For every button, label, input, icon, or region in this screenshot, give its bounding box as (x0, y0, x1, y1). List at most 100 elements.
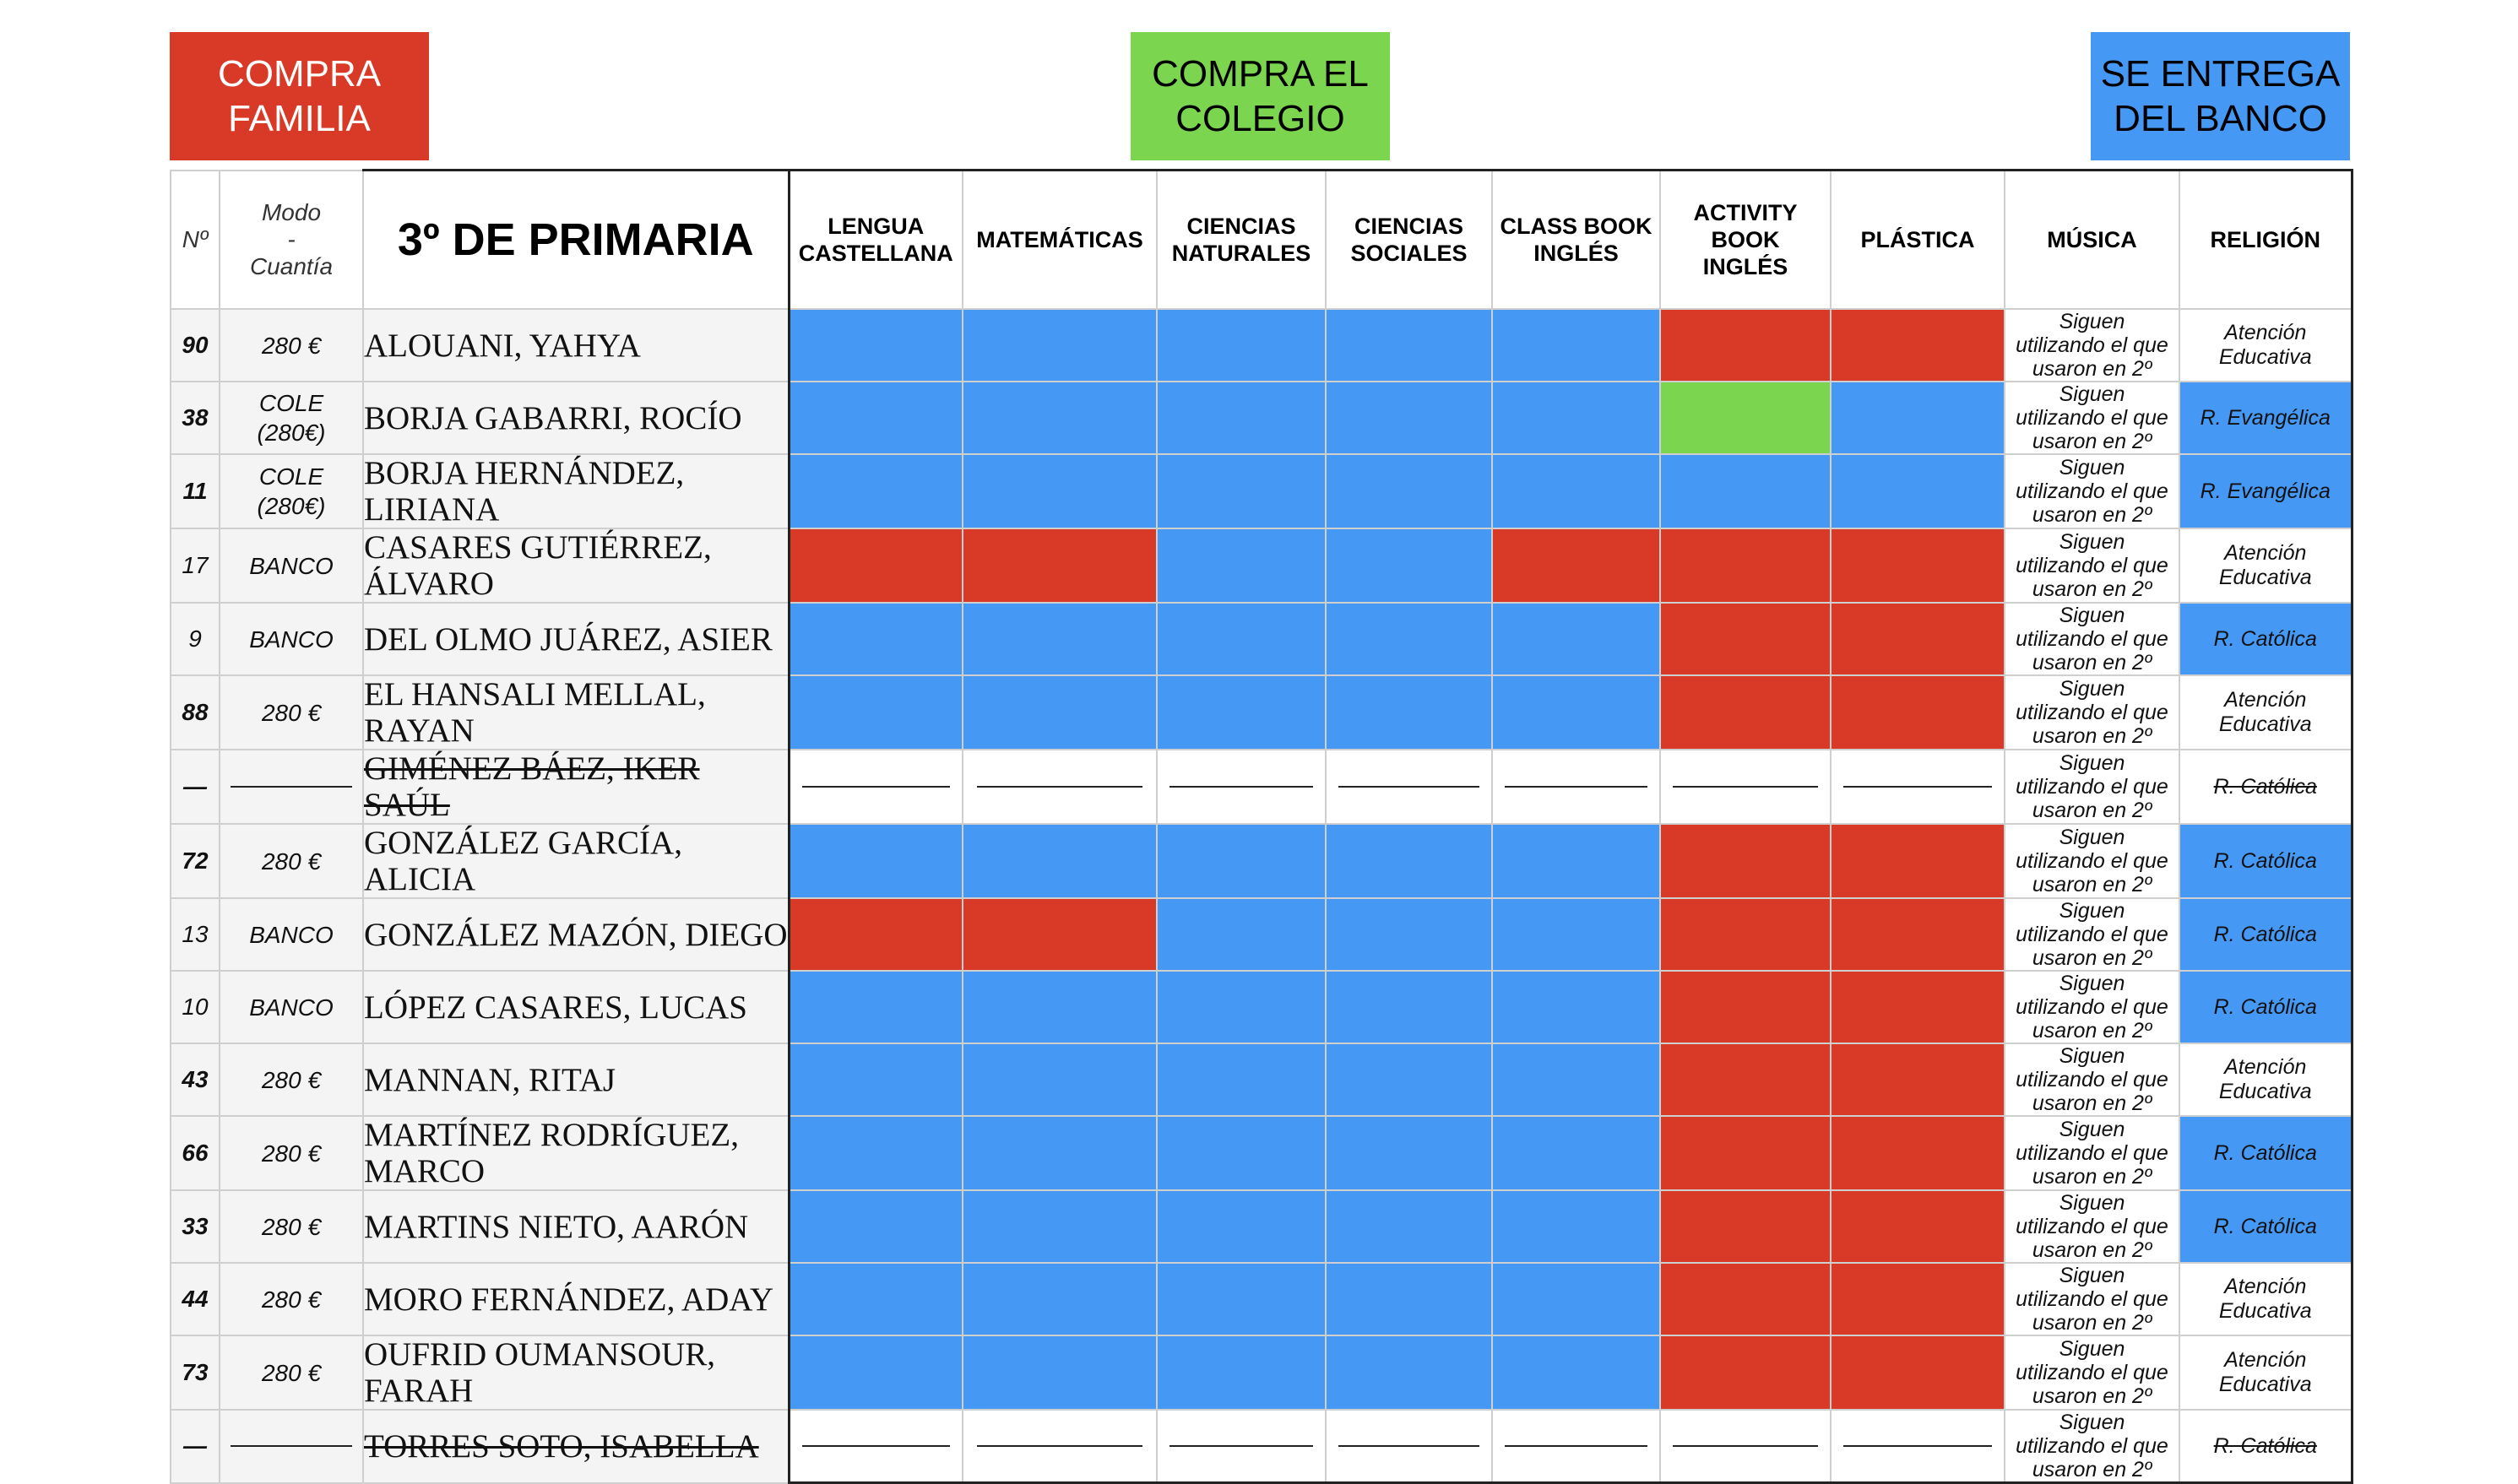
student-name-line2: ALICIA (364, 861, 476, 897)
mode-header-line3: Cuantía (249, 252, 334, 279)
musica-note-line1: Siguen (2059, 310, 2125, 333)
purchase-mode: 280 € (219, 1043, 364, 1117)
musica-note-line3: usaron en 2º (2032, 1238, 2152, 1262)
student-number: — (170, 749, 220, 825)
book-status-ciencias-naturales (1156, 1189, 1327, 1264)
purchase-mode: COLE (280€) (219, 453, 364, 529)
withdrawn-line (1338, 786, 1480, 788)
religion-option: R. Católica (2179, 749, 2353, 825)
purchase-mode-line1: BANCO (249, 552, 334, 579)
religion-option: R. Católica (2179, 602, 2353, 676)
book-status-class-book-ingles (1491, 970, 1661, 1044)
book-status-class-book-ingles (1491, 453, 1661, 529)
withdrawn-line (1843, 786, 1992, 788)
column-header-ciencias-sociales: CIENCIAS SOCIALES (1325, 169, 1493, 310)
column-header-num: Nº (170, 169, 220, 310)
subject-header-line2: BOOK (1711, 227, 1780, 252)
book-status-activity-book-ingles (1659, 1115, 1832, 1191)
student-number: — (170, 1409, 220, 1484)
musica-note: Siguen utilizando el que usaron en 2º (2004, 970, 2180, 1044)
purchase-mode-line2: (280€) (257, 420, 326, 446)
book-status-class-book-ingles (1491, 749, 1661, 825)
book-status-activity-book-ingles (1659, 1409, 1832, 1484)
musica-note-line3: usaron en 2º (2032, 873, 2152, 896)
student-row: 9 BANCO DEL OLMO JUÁREZ, ASIER Siguen utiliz… (170, 602, 2353, 676)
book-status-class-book-ingles (1491, 1043, 1661, 1117)
musica-note-line2: utilizando el que (2016, 1068, 2168, 1091)
student-number: 17 (170, 528, 220, 604)
student-name-line1: GIMÉNEZ BÁEZ, IKER (364, 750, 700, 787)
musica-note-line3: usaron en 2º (2032, 1458, 2152, 1481)
book-status-matematicas (962, 897, 1158, 972)
subject-header-line2: NATURALES (1171, 241, 1311, 266)
student-name-line2: ÁLVARO (364, 566, 494, 602)
book-status-lengua (788, 897, 963, 972)
book-status-activity-book-ingles (1659, 453, 1832, 529)
musica-note: Siguen utilizando el que usaron en 2º (2004, 528, 2180, 604)
musica-note-line2: utilizando el que (2016, 1215, 2168, 1238)
withdrawn-line (801, 1445, 950, 1447)
musica-note-line2: utilizando el que (2016, 1141, 2168, 1165)
book-status-class-book-ingles (1491, 823, 1661, 899)
musica-note: Siguen utilizando el que usaron en 2º (2004, 1409, 2180, 1484)
book-status-lengua (788, 970, 963, 1044)
book-status-plastica (1830, 1335, 2005, 1411)
student-row: 11 COLE (280€) BORJA HERNÁNDEZ, LIRIANA Sigue… (170, 453, 2353, 529)
religion-option: R. Católica (2179, 823, 2353, 899)
musica-note: Siguen utilizando el que usaron en 2º (2004, 897, 2180, 972)
student-number: 9 (170, 602, 220, 676)
withdrawn-line (976, 786, 1143, 788)
purchase-mode: 280 € (219, 308, 364, 382)
purchase-mode: COLE (280€) (219, 381, 364, 455)
book-status-matematicas (962, 1115, 1158, 1191)
book-status-matematicas (962, 1335, 1158, 1411)
student-name-line2: MARCO (364, 1153, 486, 1189)
student-name-line1: MARTÍNEZ RODRÍGUEZ, (364, 1117, 739, 1153)
musica-note-line1: Siguen (2059, 972, 2125, 995)
subject-header-line1: MATEMÁTICAS (976, 227, 1143, 252)
student-name-line1: TORRES SOTO, ISABELLA (364, 1427, 759, 1465)
religion-option-line2: Educativa (2218, 1080, 2312, 1103)
student-number: 90 (170, 308, 220, 382)
book-status-activity-book-ingles (1659, 823, 1832, 899)
purchase-mode: 280 € (219, 1189, 364, 1264)
book-status-ciencias-naturales (1156, 381, 1327, 455)
book-status-plastica (1830, 970, 2005, 1044)
legend-label-line2: COLEGIO (1175, 98, 1345, 139)
book-status-ciencias-naturales (1156, 1409, 1327, 1484)
subject-header-line1: CLASS BOOK (1500, 214, 1652, 239)
student-name: LÓPEZ CASARES, LUCAS (362, 970, 790, 1044)
musica-note-line3: usaron en 2º (2032, 503, 2152, 527)
musica-note-line2: utilizando el que (2016, 701, 2168, 724)
book-status-plastica (1830, 528, 2005, 604)
musica-note-line1: Siguen (2059, 530, 2125, 554)
mode-header-line2: - (287, 225, 296, 252)
book-status-matematicas (962, 308, 1158, 382)
musica-note-line1: Siguen (2059, 751, 2125, 775)
student-name-line2: LIRIANA (364, 491, 500, 528)
musica-note: Siguen utilizando el que usaron en 2º (2004, 1262, 2180, 1336)
withdrawn-line (1169, 786, 1314, 788)
musica-note-line2: utilizando el que (2016, 775, 2168, 799)
musica-note-line2: utilizando el que (2016, 627, 2168, 651)
student-name-line2: SAÚL (364, 787, 450, 823)
musica-note-line1: Siguen (2059, 1264, 2125, 1287)
subject-header-line2: CASTELLANA (798, 241, 953, 266)
column-header-lengua: LENGUA CASTELLANA (788, 169, 963, 310)
musica-note: Siguen utilizando el que usaron en 2º (2004, 1115, 2180, 1191)
musica-note-line2: utilizando el que (2016, 333, 2168, 357)
student-number: 44 (170, 1262, 220, 1336)
book-status-matematicas (962, 823, 1158, 899)
book-status-ciencias-naturales (1156, 308, 1327, 382)
book-status-ciencias-sociales (1325, 674, 1493, 750)
student-name-line1: GONZÁLEZ MAZÓN, DIEGO (364, 916, 788, 953)
student-number: 88 (170, 674, 220, 750)
musica-note: Siguen utilizando el que usaron en 2º (2004, 1335, 2180, 1411)
purchase-mode-line1: BANCO (249, 626, 334, 653)
musica-note-line3: usaron en 2º (2032, 1019, 2152, 1043)
musica-note-line3: usaron en 2º (2032, 1384, 2152, 1408)
religion-option: R. Evangélica (2179, 453, 2353, 529)
book-status-ciencias-sociales (1325, 453, 1493, 529)
musica-note-line1: Siguen (2059, 677, 2125, 701)
student-name-line2: FARAH (364, 1373, 474, 1409)
